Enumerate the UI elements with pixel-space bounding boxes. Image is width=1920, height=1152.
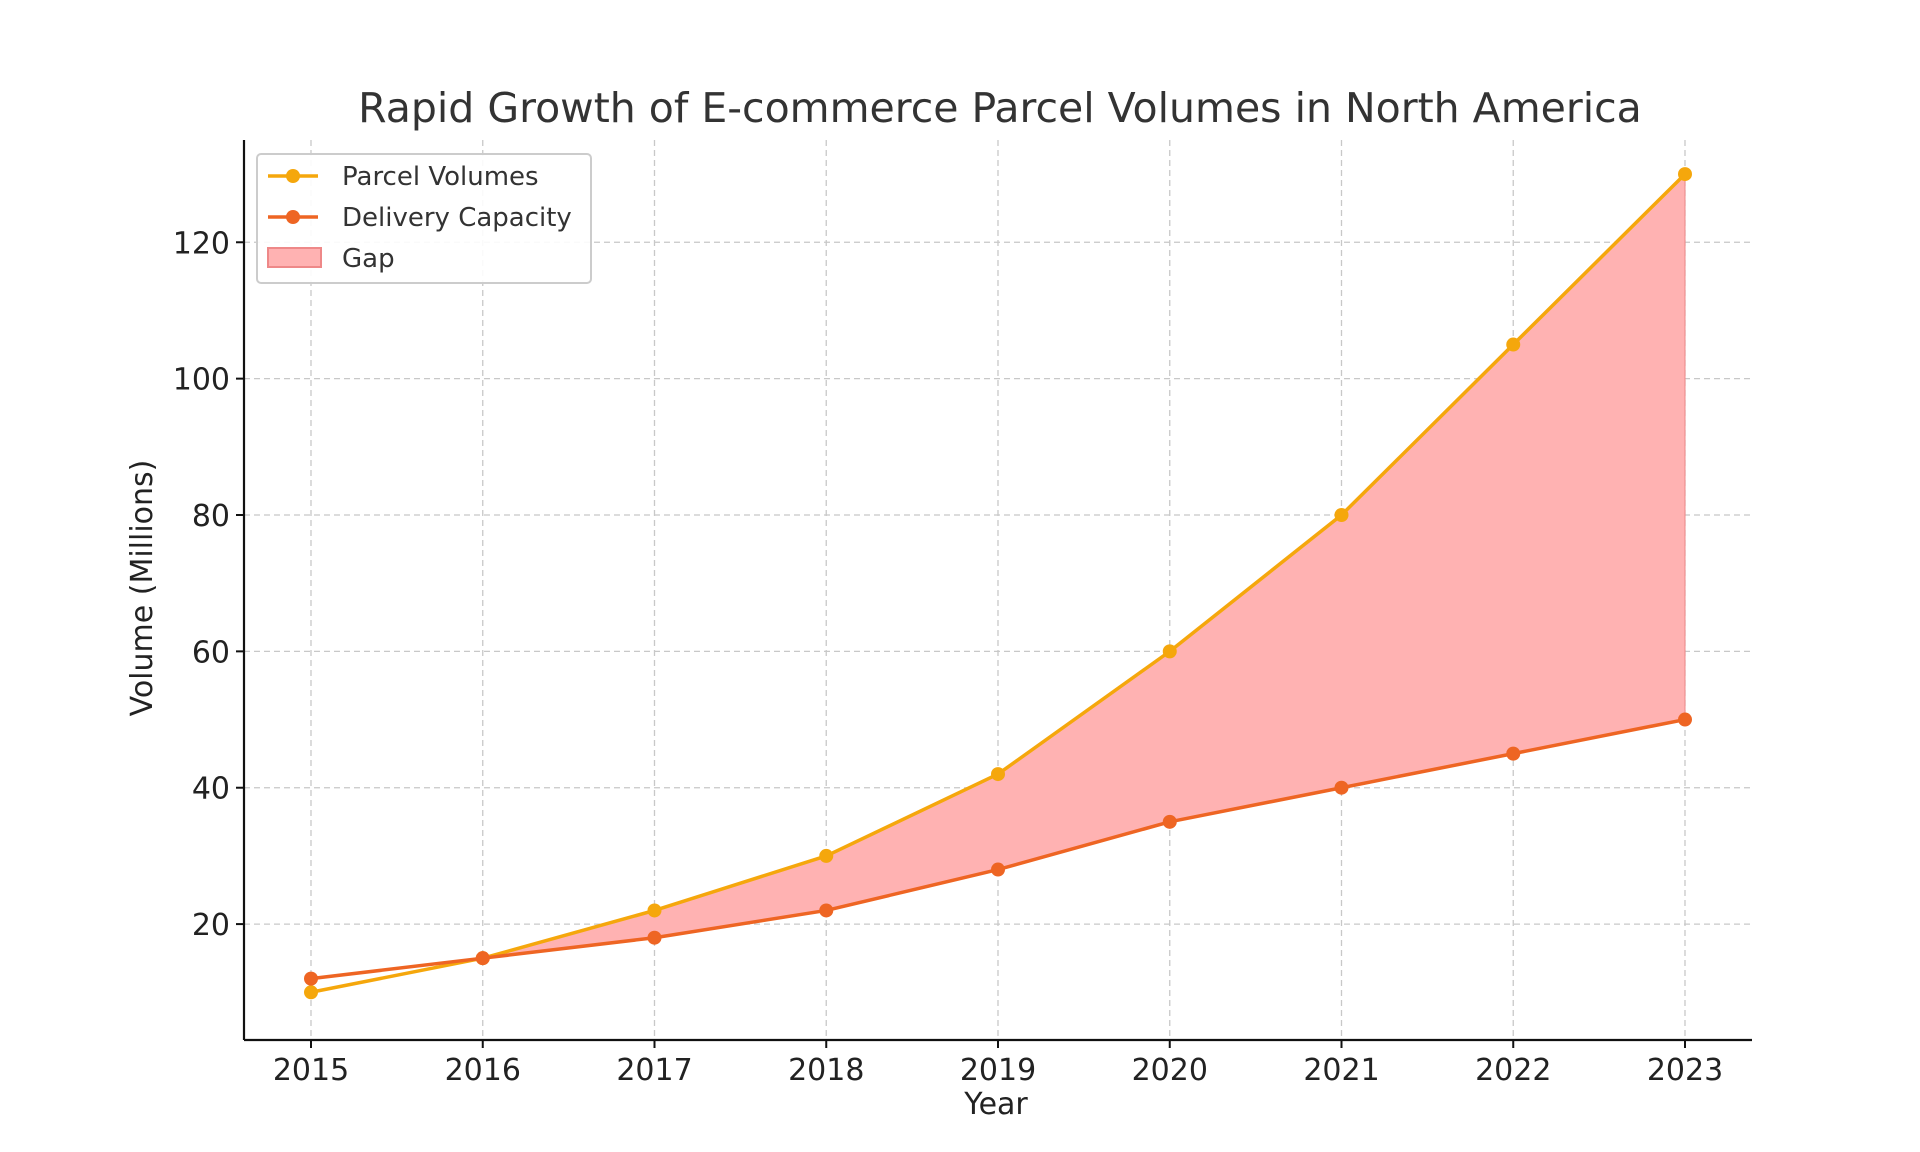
chart-title: Rapid Growth of E-commerce Parcel Volume… xyxy=(358,84,1642,132)
point-delivery-capacity-2018 xyxy=(819,903,834,918)
point-delivery-capacity-2019 xyxy=(991,862,1005,877)
x-tick-label-2022: 2022 xyxy=(1475,1053,1551,1088)
point-delivery-capacity-2017 xyxy=(647,930,662,945)
x-tick-label-2023: 2023 xyxy=(1647,1053,1723,1088)
x-tick-label-2016: 2016 xyxy=(445,1053,521,1088)
legend-label-parcel-volumes: Parcel Volumes xyxy=(342,162,539,192)
point-parcel-volumes-2017 xyxy=(647,903,662,918)
point-parcel-volumes-2019 xyxy=(991,767,1005,782)
y-axis-label: Volume (Millions) xyxy=(125,460,160,717)
point-parcel-volumes-2022 xyxy=(1506,337,1521,352)
x-tick-label-2019: 2019 xyxy=(960,1053,1036,1088)
legend-box xyxy=(256,153,592,284)
y-tick-label-40: 40 xyxy=(192,772,230,807)
y-tick-label-60: 60 xyxy=(192,635,230,670)
point-delivery-capacity-2015 xyxy=(304,971,318,986)
legend-swatch-gap xyxy=(267,247,322,268)
point-delivery-capacity-2023 xyxy=(1678,712,1692,727)
x-tick-label-2018: 2018 xyxy=(788,1053,864,1088)
tick-labels: 2015 2016 2017 2018 2019 2020 2021 2022 2023 20 40… xyxy=(173,226,1723,1088)
x-tick-label-2021: 2021 xyxy=(1303,1053,1379,1088)
y-tick-label-100: 100 xyxy=(173,363,230,398)
legend-label-gap: Gap xyxy=(342,244,395,274)
y-tick-label-20: 20 xyxy=(192,908,230,943)
legend: Parcel Volumes Delivery Capacity Gap xyxy=(256,153,592,284)
point-parcel-volumes-2018 xyxy=(819,848,834,863)
y-tick-label-120: 120 xyxy=(173,226,230,261)
series-layer xyxy=(304,167,1692,1000)
point-parcel-volumes-2015 xyxy=(304,985,318,1000)
point-delivery-capacity-2021 xyxy=(1334,780,1349,795)
gap-area-layer xyxy=(482,172,1686,959)
y-tick-label-80: 80 xyxy=(192,499,230,534)
gap-area xyxy=(482,172,1686,959)
x-tick-label-2015: 2015 xyxy=(273,1053,349,1088)
legend-label-delivery-capacity: Delivery Capacity xyxy=(342,203,572,233)
point-delivery-capacity-2020 xyxy=(1162,814,1177,829)
x-tick-label-2017: 2017 xyxy=(616,1053,692,1088)
point-parcel-volumes-2020 xyxy=(1162,644,1177,659)
axes xyxy=(236,140,1752,1048)
point-parcel-volumes-2023 xyxy=(1678,167,1692,182)
legend-marker-delivery-capacity xyxy=(286,210,300,224)
x-axis-label: Year xyxy=(963,1087,1028,1122)
point-delivery-capacity-2016 xyxy=(475,951,490,966)
legend-marker-parcel-volumes xyxy=(286,169,300,183)
point-parcel-volumes-2021 xyxy=(1334,508,1349,522)
x-tick-label-2020: 2020 xyxy=(1132,1053,1208,1088)
point-delivery-capacity-2022 xyxy=(1506,746,1521,761)
